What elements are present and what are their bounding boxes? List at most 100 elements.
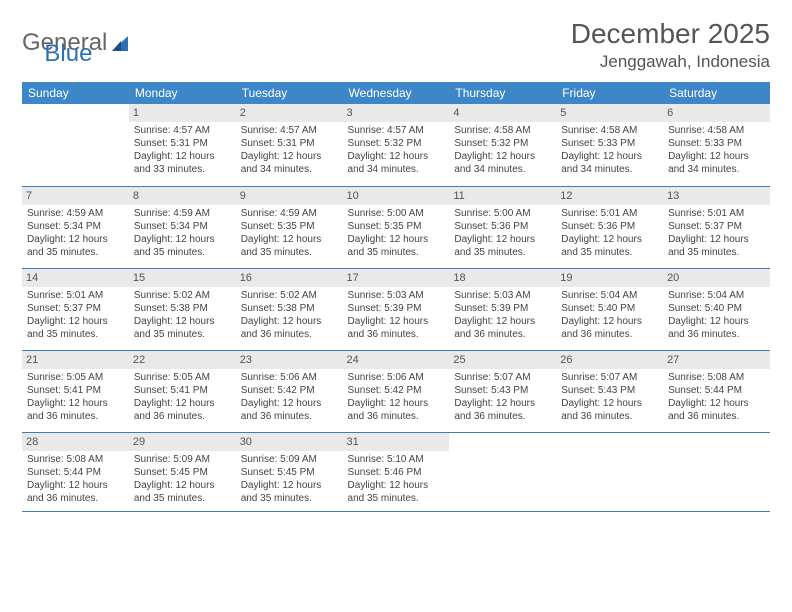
day-number: 21: [22, 351, 129, 369]
day-info: Sunrise: 5:05 AMSunset: 5:41 PMDaylight:…: [134, 371, 231, 423]
weekday-header: Friday: [556, 82, 663, 104]
day-info: Sunrise: 5:06 AMSunset: 5:42 PMDaylight:…: [241, 371, 338, 423]
day-info: Sunrise: 4:59 AMSunset: 5:35 PMDaylight:…: [241, 207, 338, 259]
day-number: 6: [663, 104, 770, 122]
day-number: 2: [236, 104, 343, 122]
calendar-table: SundayMondayTuesdayWednesdayThursdayFrid…: [22, 82, 770, 512]
day-info: Sunrise: 5:02 AMSunset: 5:38 PMDaylight:…: [241, 289, 338, 341]
weekday-header: Tuesday: [236, 82, 343, 104]
calendar-day-cell: [449, 432, 556, 511]
logo-sail-icon: [110, 33, 132, 53]
day-info: Sunrise: 4:58 AMSunset: 5:33 PMDaylight:…: [668, 124, 765, 176]
calendar-body: 1 Sunrise: 4:57 AMSunset: 5:31 PMDaylight…: [22, 104, 770, 511]
calendar-day-cell: 27 Sunrise: 5:08 AMSunset: 5:44 PMDayligh…: [663, 350, 770, 432]
day-number: 9: [236, 187, 343, 205]
day-number: 4: [449, 104, 556, 122]
day-info: Sunrise: 5:01 AMSunset: 5:37 PMDaylight:…: [27, 289, 124, 341]
weekday-header: Thursday: [449, 82, 556, 104]
calendar-week-row: 14 Sunrise: 5:01 AMSunset: 5:37 PMDayligh…: [22, 268, 770, 350]
day-number: 1: [129, 104, 236, 122]
calendar-day-cell: 2 Sunrise: 4:57 AMSunset: 5:31 PMDaylight…: [236, 104, 343, 186]
day-number: 27: [663, 351, 770, 369]
day-number: 24: [343, 351, 450, 369]
calendar-day-cell: [22, 104, 129, 186]
day-number: 8: [129, 187, 236, 205]
day-number: 18: [449, 269, 556, 287]
day-info: Sunrise: 5:02 AMSunset: 5:38 PMDaylight:…: [134, 289, 231, 341]
day-number: 3: [343, 104, 450, 122]
day-info: Sunrise: 5:07 AMSunset: 5:43 PMDaylight:…: [561, 371, 658, 423]
day-info: Sunrise: 4:58 AMSunset: 5:33 PMDaylight:…: [561, 124, 658, 176]
day-number: 25: [449, 351, 556, 369]
day-info: Sunrise: 5:10 AMSunset: 5:46 PMDaylight:…: [348, 453, 445, 505]
day-info: Sunrise: 4:57 AMSunset: 5:32 PMDaylight:…: [348, 124, 445, 176]
calendar-day-cell: 20 Sunrise: 5:04 AMSunset: 5:40 PMDayligh…: [663, 268, 770, 350]
calendar-day-cell: 3 Sunrise: 4:57 AMSunset: 5:32 PMDaylight…: [343, 104, 450, 186]
day-number: 16: [236, 269, 343, 287]
day-info: Sunrise: 5:01 AMSunset: 5:37 PMDaylight:…: [668, 207, 765, 259]
day-info: Sunrise: 5:07 AMSunset: 5:43 PMDaylight:…: [454, 371, 551, 423]
calendar-day-cell: 30Sunrise: 5:09 AMSunset: 5:45 PMDayligh…: [236, 432, 343, 511]
calendar-day-cell: 12 Sunrise: 5:01 AMSunset: 5:36 PMDayligh…: [556, 186, 663, 268]
day-info: Sunrise: 5:08 AMSunset: 5:44 PMDaylight:…: [668, 371, 765, 423]
day-number: 15: [129, 269, 236, 287]
calendar-day-cell: 29 Sunrise: 5:09 AMSunset: 5:45 PMDayligh…: [129, 432, 236, 511]
day-number: 5: [556, 104, 663, 122]
calendar-day-cell: 24 Sunrise: 5:06 AMSunset: 5:42 PMDayligh…: [343, 350, 450, 432]
calendar-day-cell: 10Sunrise: 5:00 AMSunset: 5:35 PMDayligh…: [343, 186, 450, 268]
day-info: Sunrise: 5:08 AMSunset: 5:44 PMDaylight:…: [27, 453, 124, 505]
day-info: Sunrise: 5:05 AMSunset: 5:41 PMDaylight:…: [27, 371, 124, 423]
day-info: Sunrise: 5:06 AMSunset: 5:42 PMDaylight:…: [348, 371, 445, 423]
calendar-day-cell: 9 Sunrise: 4:59 AMSunset: 5:35 PMDaylight…: [236, 186, 343, 268]
logo-text-blue: Blue: [44, 40, 92, 68]
day-number: 20: [663, 269, 770, 287]
day-number: 10: [343, 187, 450, 205]
page-title-location: Jenggawah, Indonesia: [571, 52, 770, 72]
calendar-day-cell: 21 Sunrise: 5:05 AMSunset: 5:41 PMDayligh…: [22, 350, 129, 432]
calendar-day-cell: 8Sunrise: 4:59 AMSunset: 5:34 PMDaylight…: [129, 186, 236, 268]
calendar-day-cell: 26 Sunrise: 5:07 AMSunset: 5:43 PMDayligh…: [556, 350, 663, 432]
calendar-day-cell: 7Sunrise: 4:59 AMSunset: 5:34 PMDaylight…: [22, 186, 129, 268]
page-title-month: December 2025: [571, 18, 770, 50]
calendar-day-cell: 16 Sunrise: 5:02 AMSunset: 5:38 PMDayligh…: [236, 268, 343, 350]
calendar-day-cell: 14 Sunrise: 5:01 AMSunset: 5:37 PMDayligh…: [22, 268, 129, 350]
day-info: Sunrise: 4:57 AMSunset: 5:31 PMDaylight:…: [241, 124, 338, 176]
calendar-day-cell: 17Sunrise: 5:03 AMSunset: 5:39 PMDayligh…: [343, 268, 450, 350]
weekday-header: Sunday: [22, 82, 129, 104]
calendar-day-cell: [663, 432, 770, 511]
day-info: Sunrise: 5:09 AMSunset: 5:45 PMDaylight:…: [134, 453, 231, 505]
calendar-day-cell: 28 Sunrise: 5:08 AMSunset: 5:44 PMDayligh…: [22, 432, 129, 511]
day-number: 22: [129, 351, 236, 369]
day-number: 14: [22, 269, 129, 287]
day-info: Sunrise: 5:01 AMSunset: 5:36 PMDaylight:…: [561, 207, 658, 259]
day-info: Sunrise: 5:03 AMSunset: 5:39 PMDaylight:…: [454, 289, 551, 341]
day-number: 11: [449, 187, 556, 205]
day-number: 28: [22, 433, 129, 451]
day-info: Sunrise: 5:09 AMSunset: 5:45 PMDaylight:…: [241, 453, 338, 505]
title-block: December 2025 Jenggawah, Indonesia: [571, 18, 770, 72]
day-number: 13: [663, 187, 770, 205]
day-number: 7: [22, 187, 129, 205]
calendar-day-cell: 25 Sunrise: 5:07 AMSunset: 5:43 PMDayligh…: [449, 350, 556, 432]
day-info: Sunrise: 4:57 AMSunset: 5:31 PMDaylight:…: [134, 124, 231, 176]
weekday-header: Monday: [129, 82, 236, 104]
calendar-day-cell: 15 Sunrise: 5:02 AMSunset: 5:38 PMDayligh…: [129, 268, 236, 350]
calendar-week-row: 28 Sunrise: 5:08 AMSunset: 5:44 PMDayligh…: [22, 432, 770, 511]
calendar-day-cell: [556, 432, 663, 511]
calendar-week-row: 21 Sunrise: 5:05 AMSunset: 5:41 PMDayligh…: [22, 350, 770, 432]
day-number: 26: [556, 351, 663, 369]
day-number: 23: [236, 351, 343, 369]
calendar-day-cell: 19Sunrise: 5:04 AMSunset: 5:40 PMDayligh…: [556, 268, 663, 350]
calendar-day-cell: 31 Sunrise: 5:10 AMSunset: 5:46 PMDayligh…: [343, 432, 450, 511]
day-number: 31: [343, 433, 450, 451]
calendar-day-cell: 18 Sunrise: 5:03 AMSunset: 5:39 PMDayligh…: [449, 268, 556, 350]
day-number: 29: [129, 433, 236, 451]
day-info: Sunrise: 5:04 AMSunset: 5:40 PMDaylight:…: [668, 289, 765, 341]
calendar-day-cell: 23 Sunrise: 5:06 AMSunset: 5:42 PMDayligh…: [236, 350, 343, 432]
day-info: Sunrise: 4:58 AMSunset: 5:32 PMDaylight:…: [454, 124, 551, 176]
day-number: 12: [556, 187, 663, 205]
calendar-day-cell: 22 Sunrise: 5:05 AMSunset: 5:41 PMDayligh…: [129, 350, 236, 432]
day-info: Sunrise: 5:04 AMSunset: 5:40 PMDaylight:…: [561, 289, 658, 341]
header: General Blue December 2025 Jenggawah, In…: [22, 18, 770, 72]
weekday-header-row: SundayMondayTuesdayWednesdayThursdayFrid…: [22, 82, 770, 104]
